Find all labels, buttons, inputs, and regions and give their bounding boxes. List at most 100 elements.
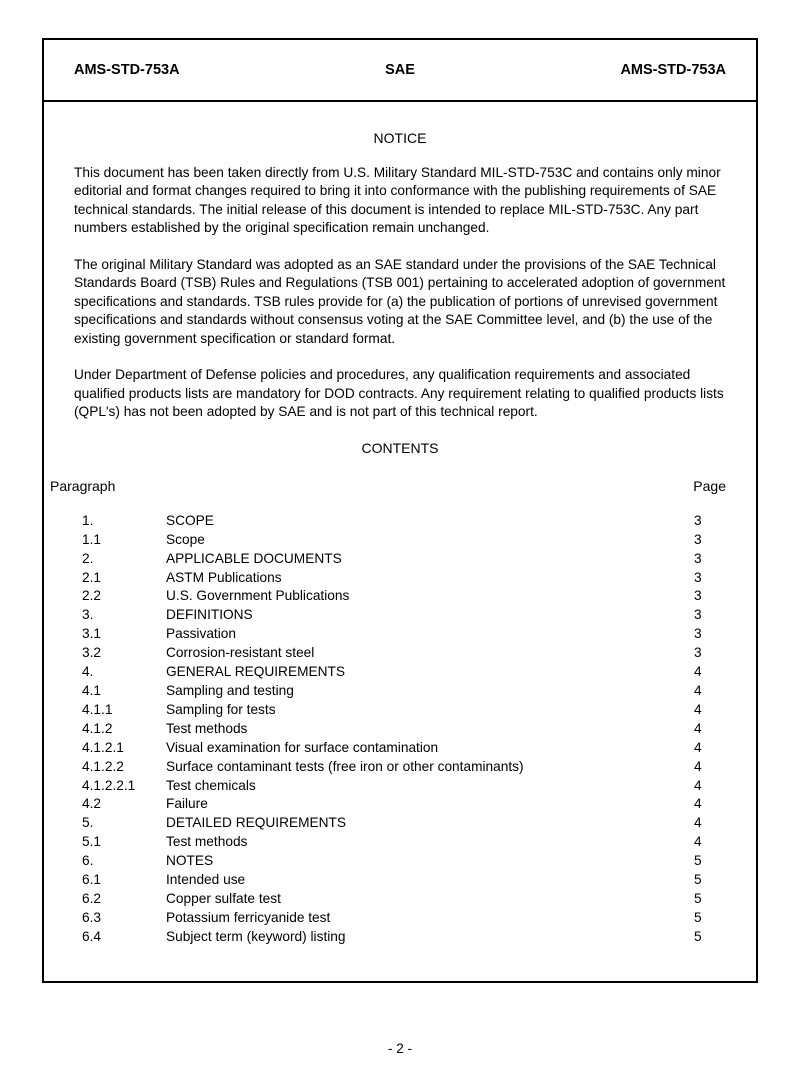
toc-number: 2.2 [82, 587, 166, 606]
toc-page: 4 [694, 682, 726, 701]
toc-title: Passivation [166, 625, 694, 644]
toc-row: 4.1.2.1Visual examination for surface co… [82, 739, 726, 758]
header-center: SAE [385, 62, 415, 78]
notice-title: NOTICE [74, 130, 726, 146]
toc-number: 4.1.2 [82, 720, 166, 739]
toc-page: 3 [694, 512, 726, 531]
toc-page: 4 [694, 833, 726, 852]
toc-title: Visual examination for surface contamina… [166, 739, 694, 758]
toc-number: 1. [82, 512, 166, 531]
toc-title: Test chemicals [166, 777, 694, 796]
toc-page: 4 [694, 795, 726, 814]
toc-title: Surface contaminant tests (free iron or … [166, 758, 694, 777]
toc-number: 6.1 [82, 871, 166, 890]
toc-page: 3 [694, 625, 726, 644]
toc-page: 4 [694, 739, 726, 758]
toc-row: 6.2Copper sulfate test5 [82, 890, 726, 909]
header-left: AMS-STD-753A [74, 62, 180, 78]
toc-page: 3 [694, 531, 726, 550]
toc-number: 4.2 [82, 795, 166, 814]
toc-page: 3 [694, 550, 726, 569]
toc-number: 6.2 [82, 890, 166, 909]
toc-page: 3 [694, 644, 726, 663]
notice-paragraph-1: This document has been taken directly fr… [74, 164, 726, 238]
toc-page: 5 [694, 928, 726, 947]
toc-header-page: Page [693, 478, 726, 494]
toc-number: 4.1.2.1 [82, 739, 166, 758]
toc-number: 4.1.2.2 [82, 758, 166, 777]
toc-page: 5 [694, 871, 726, 890]
toc-title: APPLICABLE DOCUMENTS [166, 550, 694, 569]
toc-title: Sampling for tests [166, 701, 694, 720]
toc-row: 4.GENERAL REQUIREMENTS4 [82, 663, 726, 682]
toc-number: 4.1 [82, 682, 166, 701]
toc-row: 4.1.1Sampling for tests4 [82, 701, 726, 720]
toc-title: Scope [166, 531, 694, 550]
page-number-footer: - 2 - [0, 1041, 800, 1056]
toc-page: 5 [694, 909, 726, 928]
toc-page: 5 [694, 852, 726, 871]
toc-row: 5.DETAILED REQUIREMENTS4 [82, 814, 726, 833]
toc-number: 3.1 [82, 625, 166, 644]
toc-title: Copper sulfate test [166, 890, 694, 909]
toc-row: 5.1Test methods4 [82, 833, 726, 852]
toc-number: 4.1.2.2.1 [82, 777, 166, 796]
toc-page: 4 [694, 720, 726, 739]
header-right: AMS-STD-753A [620, 62, 726, 78]
toc-row: 6.NOTES5 [82, 852, 726, 871]
toc-row: 6.1Intended use5 [82, 871, 726, 890]
toc-number: 3.2 [82, 644, 166, 663]
toc-title: Corrosion-resistant steel [166, 644, 694, 663]
toc-number: 6. [82, 852, 166, 871]
toc-number: 2.1 [82, 569, 166, 588]
toc-title: Test methods [166, 833, 694, 852]
toc-row: 4.1.2Test methods4 [82, 720, 726, 739]
toc-row: 6.4Subject term (keyword) listing5 [82, 928, 726, 947]
toc-title: ASTM Publications [166, 569, 694, 588]
toc-row: 3.DEFINITIONS3 [82, 606, 726, 625]
toc-row: 4.2Failure4 [82, 795, 726, 814]
toc-title: Failure [166, 795, 694, 814]
toc-row: 2.2U.S. Government Publications3 [82, 587, 726, 606]
table-of-contents: 1.SCOPE31.1Scope32.APPLICABLE DOCUMENTS3… [82, 512, 726, 947]
toc-page: 4 [694, 814, 726, 833]
toc-number: 6.4 [82, 928, 166, 947]
document-header: AMS-STD-753A SAE AMS-STD-753A [44, 40, 756, 102]
toc-number: 2. [82, 550, 166, 569]
toc-row: 2.1ASTM Publications3 [82, 569, 726, 588]
toc-page: 4 [694, 758, 726, 777]
notice-paragraph-3: Under Department of Defense policies and… [74, 366, 726, 421]
toc-title: DETAILED REQUIREMENTS [166, 814, 694, 833]
toc-title: U.S. Government Publications [166, 587, 694, 606]
toc-title: Sampling and testing [166, 682, 694, 701]
toc-title: Intended use [166, 871, 694, 890]
toc-page: 5 [694, 890, 726, 909]
toc-row: 3.2Corrosion-resistant steel3 [82, 644, 726, 663]
toc-row: 4.1Sampling and testing4 [82, 682, 726, 701]
toc-title: Test methods [166, 720, 694, 739]
toc-row: 1.1Scope3 [82, 531, 726, 550]
toc-header-paragraph: Paragraph [50, 478, 115, 494]
toc-number: 5. [82, 814, 166, 833]
toc-title: NOTES [166, 852, 694, 871]
toc-title: Potassium ferricyanide test [166, 909, 694, 928]
toc-page: 4 [694, 663, 726, 682]
toc-number: 4. [82, 663, 166, 682]
page-frame: AMS-STD-753A SAE AMS-STD-753A NOTICE Thi… [42, 38, 758, 983]
toc-number: 6.3 [82, 909, 166, 928]
toc-title: DEFINITIONS [166, 606, 694, 625]
toc-page: 3 [694, 606, 726, 625]
toc-row: 4.1.2.2Surface contaminant tests (free i… [82, 758, 726, 777]
document-body: NOTICE This document has been taken dire… [44, 102, 756, 981]
contents-title: CONTENTS [74, 440, 726, 456]
toc-row: 2.APPLICABLE DOCUMENTS3 [82, 550, 726, 569]
toc-page: 3 [694, 587, 726, 606]
toc-number: 3. [82, 606, 166, 625]
toc-row: 3.1Passivation3 [82, 625, 726, 644]
toc-title: Subject term (keyword) listing [166, 928, 694, 947]
toc-header: Paragraph Page [74, 478, 726, 494]
toc-page: 4 [694, 777, 726, 796]
toc-page: 3 [694, 569, 726, 588]
toc-title: GENERAL REQUIREMENTS [166, 663, 694, 682]
toc-number: 5.1 [82, 833, 166, 852]
